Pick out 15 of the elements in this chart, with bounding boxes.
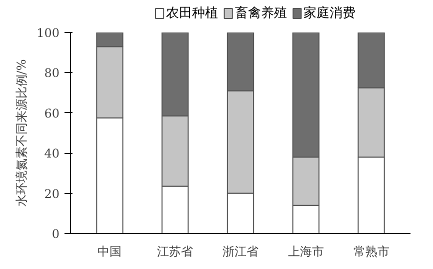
y-tick-label: 80 (44, 66, 60, 80)
y-tick-label: 60 (44, 106, 60, 120)
y-tick-label: 40 (44, 146, 60, 161)
y-tick-label: 20 (44, 186, 60, 201)
legend-label: 家庭消费 (304, 5, 356, 21)
y-axis-title: 水环境氮素不同来源比例/% (14, 59, 29, 207)
x-tick-label: 中国 (98, 244, 122, 258)
legend-label: 畜禽养殖 (234, 5, 287, 21)
y-tick-label: 100 (36, 26, 60, 40)
x-tick-label: 江苏省 (157, 244, 194, 258)
legend-label: 农田种植 (166, 6, 218, 21)
x-tick-label: 浙江省 (222, 244, 258, 258)
y-tick-label: 0 (52, 227, 60, 241)
x-tick-label: 常熟市 (353, 244, 390, 258)
x-tick-label: 上海市 (288, 244, 324, 258)
